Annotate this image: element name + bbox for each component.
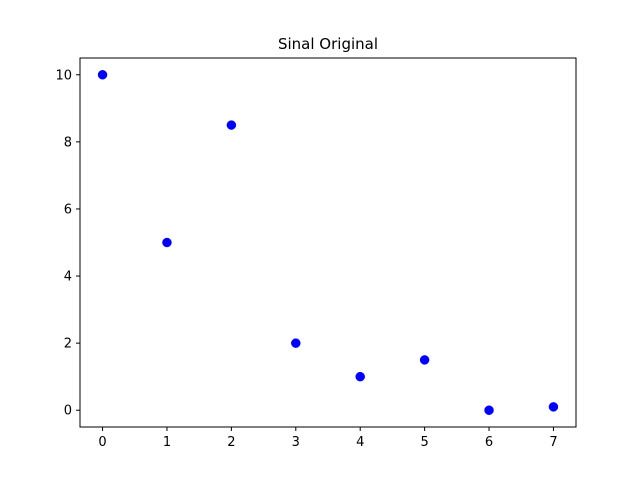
data-point [97, 70, 108, 80]
y-tick-label: 6 [64, 202, 72, 217]
x-tick-label: 5 [420, 435, 428, 450]
data-point [162, 237, 172, 248]
ticks: 0 1 2 3 4 5 6 7 0 2 4 6 8 10 [55, 68, 557, 450]
y-tick-label: 4 [64, 270, 72, 285]
y-tick-label: 0 [64, 404, 72, 419]
x-tick-label: 7 [549, 435, 557, 450]
x-tick-label: 3 [292, 435, 300, 450]
y-tick-label: 10 [55, 68, 72, 83]
x-tick-label: 1 [163, 435, 171, 450]
data-points [97, 70, 559, 415]
data-point [291, 338, 301, 348]
x-tick-label: 6 [485, 435, 493, 450]
data-point [419, 355, 430, 365]
x-tick-label: 0 [98, 435, 106, 450]
data-point [548, 402, 559, 412]
plot-frame [79, 57, 577, 428]
data-point [484, 405, 494, 415]
data-point [355, 371, 365, 382]
y-tick-label: 2 [64, 337, 72, 352]
chart-title: Sinal Original [278, 35, 378, 53]
x-tick-label: 4 [356, 435, 364, 450]
x-tick-label: 2 [227, 435, 235, 450]
data-point [226, 120, 237, 130]
y-tick-label: 8 [64, 135, 72, 150]
